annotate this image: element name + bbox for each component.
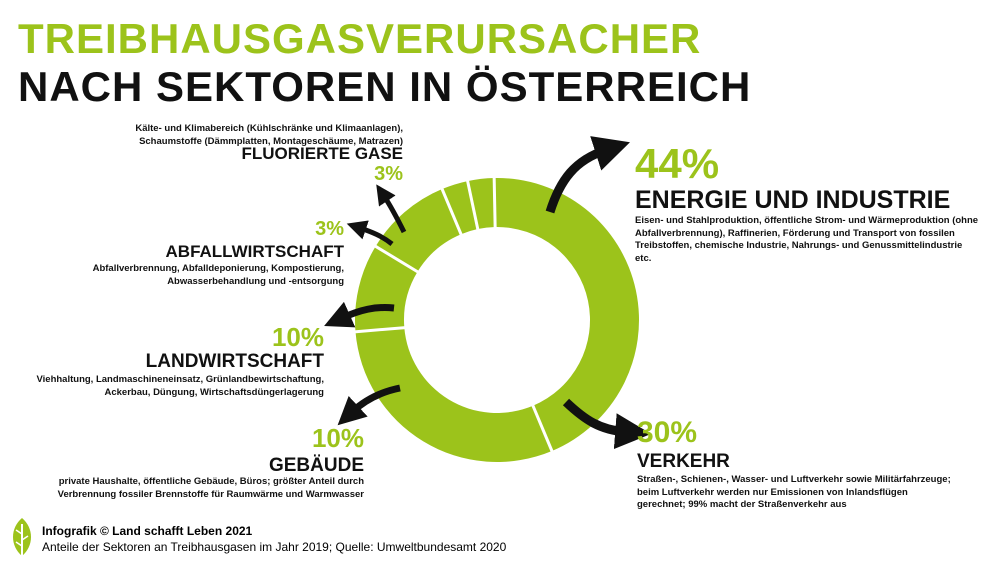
abfall-description: Abfallverbrennung, Abfalldeponierung, Ko… xyxy=(92,263,344,287)
gebaeude-percent: 10% xyxy=(311,423,364,453)
slice-separator xyxy=(373,244,420,274)
verkehr-name: VERKEHR xyxy=(637,451,730,472)
arrow-abfall xyxy=(346,220,394,246)
donut-slice-gase xyxy=(467,178,496,230)
donut-slice-verkehr xyxy=(355,327,552,462)
energie-name: ENERGIE UND INDUSTRIE xyxy=(635,186,951,214)
verkehr-description: Straßen-, Schienen-, Wasser- und Luftver… xyxy=(637,474,951,511)
gebaeude-name: GEBÄUDE xyxy=(268,455,364,476)
leaf-logo-icon xyxy=(13,518,31,558)
slice-separator xyxy=(440,187,463,236)
gase-percent: 3% xyxy=(374,163,403,185)
arrow-energie xyxy=(545,136,630,214)
slice-separator xyxy=(354,326,406,334)
arrow-gebaeude xyxy=(337,384,401,426)
title-line-2: NACH SEKTOREN IN ÖSTERREICH xyxy=(18,63,752,110)
arrow-landwirtschaft xyxy=(324,301,395,328)
donut-slice-landwirtschaft xyxy=(375,189,462,272)
slice-separator xyxy=(531,404,554,453)
footer-credit: Infografik © Land schafft Leben 2021 xyxy=(42,524,253,538)
abfall-percent: 3% xyxy=(315,218,344,240)
footer-source: Anteile der Sektoren an Treibhausgasen i… xyxy=(42,540,507,554)
landwirtschaft-percent: 10% xyxy=(271,322,324,352)
arrow-gase xyxy=(376,184,407,234)
energie-description: Eisen- und Stahlproduktion, öffentliche … xyxy=(635,215,979,264)
verkehr-percent: 30% xyxy=(637,416,698,449)
landwirtschaft-name: LANDWIRTSCHAFT xyxy=(145,351,324,372)
gase-name: FLUORIERTE GASE xyxy=(241,144,403,163)
gase-description: Kälte- und Klimabereich (Kühlschränke un… xyxy=(135,123,403,147)
slice-separator xyxy=(492,176,497,229)
gebaeude-description: private Haushalte, öffentliche Gebäude, … xyxy=(57,476,364,500)
abfall-name: ABFALLWIRTSCHAFT xyxy=(165,242,344,261)
energie-percent: 44% xyxy=(635,140,720,187)
arrow-verkehr xyxy=(562,398,652,450)
donut-slice-abfall xyxy=(442,181,478,235)
title-line-1: TREIBHAUSGASVERURSACHER xyxy=(18,15,702,62)
landwirtschaft-description: Viehhaltung, Landmaschineneinsatz, Grünl… xyxy=(36,374,324,398)
slice-separator xyxy=(465,179,480,231)
donut-slice-energie xyxy=(494,177,639,451)
